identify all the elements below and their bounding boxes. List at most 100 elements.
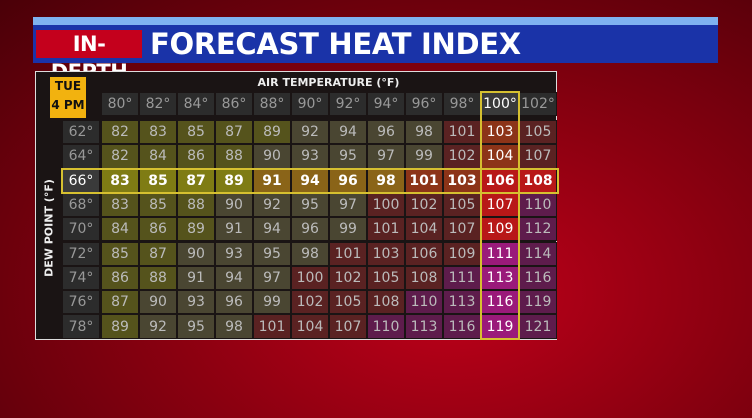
row-header: 66°	[62, 168, 100, 193]
cell: 104	[291, 314, 329, 339]
cell: 102	[443, 144, 481, 169]
cell: 100	[367, 192, 405, 218]
cell: 84	[139, 144, 177, 169]
cell: 105	[367, 265, 405, 291]
row-header: 70°	[62, 217, 100, 242]
cell: 116	[481, 290, 519, 315]
cell: 116	[443, 314, 481, 339]
cell: 107	[443, 217, 481, 242]
cell: 83	[101, 168, 139, 193]
row-header: 74°	[62, 265, 100, 291]
cell: 93	[177, 290, 215, 315]
cell: 111	[481, 241, 519, 266]
cell: 116	[519, 265, 557, 291]
cell: 85	[101, 241, 139, 266]
cell: 94	[253, 217, 291, 242]
column-header: 84°	[177, 92, 215, 116]
cell: 102	[291, 290, 329, 315]
time: 4 PM	[51, 98, 85, 112]
cell: 86	[139, 217, 177, 242]
cell: 90	[177, 241, 215, 266]
cell: 108	[367, 290, 405, 315]
cell: 87	[101, 290, 139, 315]
title-band	[33, 25, 718, 63]
top-stripe	[33, 17, 718, 25]
cell: 112	[519, 217, 557, 242]
cell: 92	[291, 120, 329, 145]
cell: 106	[481, 168, 519, 193]
cell: 86	[101, 265, 139, 291]
cell: 102	[329, 265, 367, 291]
cell: 85	[139, 192, 177, 218]
column-header: 88°	[253, 92, 291, 116]
cell: 108	[405, 265, 443, 291]
cell: 95	[329, 144, 367, 169]
cell: 105	[443, 192, 481, 218]
cell: 101	[367, 217, 405, 242]
cell: 93	[291, 144, 329, 169]
cell: 108	[519, 168, 557, 193]
row-header: 76°	[62, 290, 100, 315]
cell: 88	[215, 144, 253, 169]
cell: 101	[405, 168, 443, 193]
cell: 83	[139, 120, 177, 145]
cell: 104	[405, 217, 443, 242]
column-header: 96°	[405, 92, 443, 116]
row-header: 72°	[62, 241, 100, 266]
cell: 101	[329, 241, 367, 266]
tag: IN-DEPTH	[36, 30, 142, 84]
cell: 107	[519, 144, 557, 169]
cell: 94	[329, 120, 367, 145]
cell: 110	[405, 290, 443, 315]
cell: 110	[367, 314, 405, 339]
cell: 96	[329, 168, 367, 193]
cell: 106	[405, 241, 443, 266]
cell: 91	[253, 168, 291, 193]
row-header: 64°	[62, 144, 100, 169]
row-header: 68°	[62, 192, 100, 218]
corner-label: TUE 4 PM	[50, 77, 86, 118]
cell: 87	[177, 168, 215, 193]
cell: 95	[177, 314, 215, 339]
cell: 96	[291, 217, 329, 242]
column-header: 92°	[329, 92, 367, 116]
cell: 96	[215, 290, 253, 315]
cell: 85	[139, 168, 177, 193]
cell: 82	[101, 144, 139, 169]
cell: 82	[101, 120, 139, 145]
cell: 89	[177, 217, 215, 242]
cell: 96	[367, 120, 405, 145]
cell: 86	[177, 144, 215, 169]
cell: 119	[519, 290, 557, 315]
cell: 99	[405, 144, 443, 169]
title: FORECAST HEAT INDEX	[150, 27, 521, 61]
cell: 103	[443, 168, 481, 193]
cell: 92	[253, 192, 291, 218]
column-header: 98°	[443, 92, 481, 116]
cell: 90	[253, 144, 291, 169]
cell: 94	[291, 168, 329, 193]
cell: 99	[329, 217, 367, 242]
cell: 85	[177, 120, 215, 145]
column-title: AIR TEMPERATURE (°F)	[257, 76, 400, 89]
cell: 113	[405, 314, 443, 339]
cell: 107	[481, 192, 519, 218]
cell: 89	[101, 314, 139, 339]
cell: 101	[253, 314, 291, 339]
cell: 109	[481, 217, 519, 242]
cell: 97	[329, 192, 367, 218]
column-header: 86°	[215, 92, 253, 116]
column-header: 100°	[481, 92, 519, 116]
cell: 91	[177, 265, 215, 291]
row-title: DEW POINT (°F)	[42, 179, 56, 277]
column-header: 94°	[367, 92, 405, 116]
cell: 89	[215, 168, 253, 193]
day: TUE	[54, 79, 82, 93]
cell: 88	[139, 265, 177, 291]
cell: 87	[215, 120, 253, 145]
cell: 84	[101, 217, 139, 242]
cell: 109	[443, 241, 481, 266]
cell: 111	[443, 265, 481, 291]
cell: 98	[367, 168, 405, 193]
